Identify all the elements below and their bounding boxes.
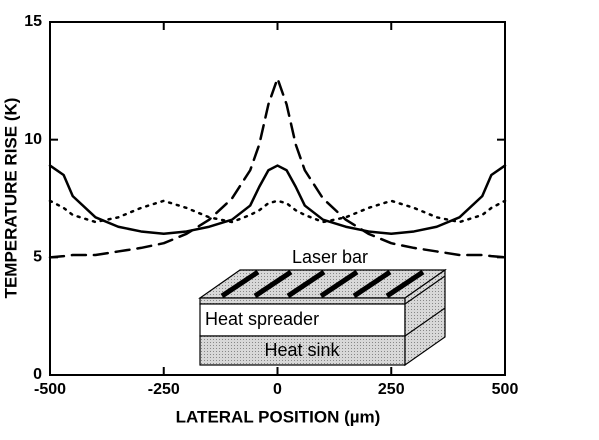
y-tick-label: 15 <box>24 13 42 30</box>
y-axis-label: TEMPERATURE RISE (K) <box>1 98 20 299</box>
annotation: Heat sink <box>264 340 340 360</box>
line-series <box>48 77 507 259</box>
x-tick-label: 0 <box>273 381 282 398</box>
y-tick-label: 5 <box>33 249 42 266</box>
annotation: Laser bar <box>292 247 368 267</box>
x-tick-label: 500 <box>492 381 519 398</box>
x-tick-label: 250 <box>378 381 405 398</box>
line-series <box>48 199 507 224</box>
line-series <box>48 164 507 236</box>
y-tick-label: 0 <box>33 366 42 383</box>
annotation: Heat spreader <box>205 309 319 329</box>
x-tick-label: -500 <box>34 381 66 398</box>
x-tick-label: -250 <box>148 381 180 398</box>
x-axis-label: LATERAL POSITION (µm) <box>176 407 381 426</box>
inset-diagram <box>198 268 447 367</box>
y-tick-label: 10 <box>24 131 42 148</box>
